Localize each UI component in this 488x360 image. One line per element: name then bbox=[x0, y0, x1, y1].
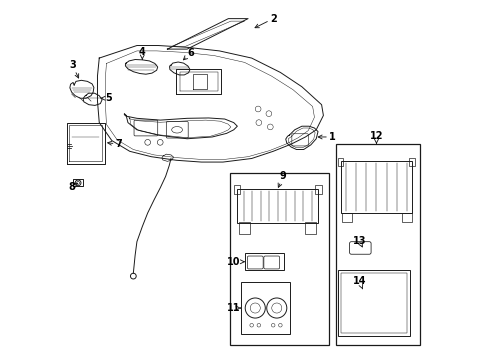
Bar bbox=[314, 185, 321, 194]
Text: 6: 6 bbox=[183, 48, 194, 60]
Text: 8: 8 bbox=[68, 182, 78, 192]
Text: 11: 11 bbox=[226, 303, 240, 313]
Bar bbox=[338, 270, 409, 336]
Bar bbox=[241, 282, 290, 334]
Text: 5: 5 bbox=[101, 93, 111, 103]
Bar bbox=[233, 185, 240, 194]
Text: 1: 1 bbox=[318, 132, 335, 142]
Bar bbox=[340, 161, 411, 213]
Text: 10: 10 bbox=[226, 257, 244, 267]
Bar bbox=[341, 273, 407, 333]
Text: 2: 2 bbox=[255, 14, 276, 28]
Text: 3: 3 bbox=[69, 60, 79, 78]
Text: 9: 9 bbox=[278, 171, 286, 187]
Bar bbox=[335, 144, 419, 345]
Text: 7: 7 bbox=[107, 139, 122, 149]
Bar bbox=[337, 158, 343, 166]
Bar bbox=[401, 213, 411, 222]
Text: 13: 13 bbox=[352, 236, 365, 247]
Text: 4: 4 bbox=[139, 46, 145, 59]
Bar bbox=[237, 189, 317, 223]
Bar bbox=[238, 222, 249, 234]
Bar bbox=[408, 158, 414, 166]
Text: 14: 14 bbox=[352, 276, 365, 289]
Bar bbox=[244, 253, 284, 270]
Bar bbox=[305, 222, 316, 234]
Bar bbox=[341, 213, 351, 222]
Text: 12: 12 bbox=[369, 131, 383, 144]
Bar bbox=[230, 173, 328, 345]
